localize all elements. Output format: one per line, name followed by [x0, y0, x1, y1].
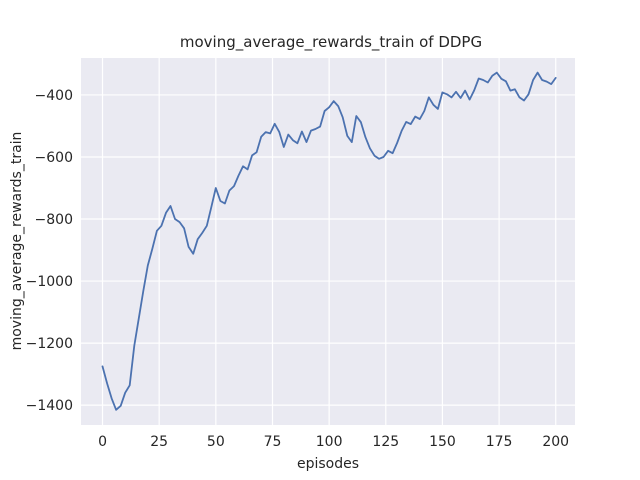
y-tick-label: −1200	[26, 336, 73, 352]
x-tick-label: 100	[316, 434, 343, 450]
x-tick-label: 150	[429, 434, 456, 450]
gridlines	[81, 58, 575, 425]
chart-title: moving_average_rewards_train of DDPG	[180, 33, 482, 52]
reward-line	[101, 71, 557, 411]
x-tick-label: 0	[98, 434, 107, 450]
y-tick-labels: −400 −600 −800 −1000 −1200 −1400	[26, 88, 73, 414]
y-axis-label: moving_average_rewards_train	[9, 132, 25, 351]
x-tick-label: 200	[542, 434, 569, 450]
x-tick-label: 175	[486, 434, 513, 450]
x-tick-label: 50	[207, 434, 225, 450]
y-tick-label: −1000	[26, 274, 73, 290]
x-tick-label: 75	[264, 434, 282, 450]
y-tick-label: −1400	[26, 398, 73, 414]
x-tick-label: 125	[372, 434, 399, 450]
y-tick-label: −800	[35, 212, 73, 228]
y-tick-label: −400	[35, 88, 73, 104]
plot-area	[81, 58, 575, 425]
y-tick-label: −600	[35, 150, 73, 166]
x-axis-label: episodes	[297, 456, 359, 472]
x-tick-labels: 0 25 50 75 100 125 150 175 200	[98, 434, 569, 450]
x-tick-label: 25	[150, 434, 168, 450]
series-line-group	[101, 71, 557, 411]
